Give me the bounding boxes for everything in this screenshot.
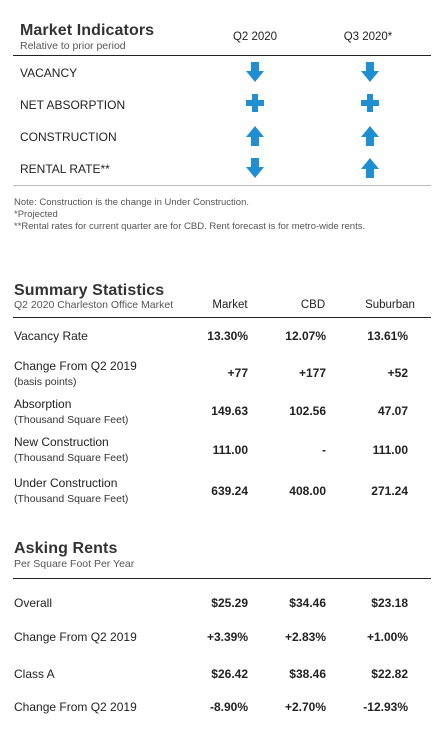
summary-label-change-from-q2-2019: Change From Q2 2019 — [14, 359, 137, 373]
up-arrow-icon — [246, 126, 264, 146]
rents-value-suburban: +1.00% — [366, 630, 408, 644]
summary-value-cbd: - — [322, 443, 326, 457]
rents-label-class-a: Class A — [14, 667, 55, 681]
summary-value-cbd: 408.00 — [289, 484, 326, 498]
summary-value-cbd: +177 — [298, 366, 326, 380]
summary-value-market: 149.63 — [211, 404, 248, 418]
summary-label-new-construction: New Construction — [14, 435, 109, 449]
rents-value-suburban: $22.82 — [371, 667, 408, 681]
indicators-bottom-rule — [13, 185, 431, 186]
summary-value-market: +77 — [227, 366, 248, 380]
rents-value-suburban: -12.93% — [363, 700, 408, 714]
summary-value-suburban: +52 — [387, 366, 408, 380]
indicator-label-net-absorption: NET ABSORPTION — [20, 98, 126, 112]
down-arrow-icon — [246, 62, 264, 82]
summary-label-under-construction: Under Construction — [14, 476, 118, 490]
rents-value-market: $25.29 — [211, 596, 248, 610]
column-header-q3-2020: Q3 2020* — [343, 31, 393, 43]
asking-rents-title: Asking Rents — [14, 540, 118, 557]
up-arrow-icon — [361, 158, 379, 178]
rents-value-cbd: +2.83% — [284, 630, 326, 644]
column-header-suburban: Suburban — [365, 299, 415, 311]
summary-value-market: 13.30% — [207, 329, 248, 343]
down-arrow-icon — [361, 62, 379, 82]
rents-value-suburban: $23.18 — [371, 596, 408, 610]
market-indicators-title: Market Indicators — [20, 22, 155, 39]
indicators-header-rule — [13, 55, 431, 56]
rents-value-cbd: $34.46 — [289, 596, 326, 610]
rents-value-cbd: $38.46 — [289, 667, 326, 681]
indicators-note-projected: *Projected — [14, 209, 58, 220]
indicator-label-rental-rate: RENTAL RATE** — [20, 162, 110, 176]
summary-value-market: 639.24 — [211, 484, 248, 498]
asking-rents-subtitle: Per Square Foot Per Year — [14, 558, 135, 570]
market-indicators-subtitle: Relative to prior period — [20, 40, 126, 52]
summary-value-market: 111.00 — [212, 443, 248, 457]
summary-sublabel-thousand-square-feet: (Thousand Square Feet) — [14, 493, 129, 505]
summary-statistics-subtitle: Q2 2020 Charleston Office Market — [14, 299, 174, 311]
plus-icon — [246, 94, 264, 112]
rents-label-change-from-q2-2019: Change From Q2 2019 — [14, 630, 137, 644]
summary-label-vacancy-rate: Vacancy Rate — [14, 329, 88, 343]
summary-header-rule — [13, 317, 431, 318]
column-header-cbd: CBD — [300, 299, 326, 311]
rents-value-market: $26.42 — [211, 667, 248, 681]
indicators-note: Note: Construction is the change in Unde… — [14, 197, 249, 208]
summary-value-cbd: 102.56 — [289, 404, 326, 418]
down-arrow-icon — [246, 158, 264, 178]
indicators-note-rental-rates: **Rental rates for current quarter are f… — [14, 221, 366, 232]
summary-statistics-title: Summary Statistics — [14, 282, 165, 299]
summary-sublabel-thousand-square-feet: (Thousand Square Feet) — [14, 452, 129, 464]
summary-sublabel-thousand-square-feet: (Thousand Square Feet) — [14, 414, 129, 426]
indicator-label-construction: CONSTRUCTION — [20, 130, 117, 144]
rents-header-rule — [13, 578, 431, 579]
plus-icon — [361, 94, 379, 112]
rents-value-cbd: +2.70% — [284, 700, 326, 714]
rents-value-market: -8.90% — [209, 700, 248, 714]
summary-value-suburban: 271.24 — [371, 484, 408, 498]
summary-label-absorption: Absorption — [14, 397, 72, 411]
rents-label-overall: Overall — [14, 596, 53, 610]
up-arrow-icon — [361, 126, 379, 146]
summary-value-suburban: 111.00 — [372, 443, 408, 457]
rents-label-change-from-q2-2019-class-a: Change From Q2 2019 — [14, 700, 137, 714]
summary-value-suburban: 47.07 — [377, 404, 408, 418]
column-header-q2-2020: Q2 2020 — [232, 31, 278, 43]
summary-value-cbd: 12.07% — [285, 329, 326, 343]
summary-value-suburban: 13.61% — [367, 329, 408, 343]
rents-value-market: +3.39% — [206, 630, 248, 644]
summary-sublabel-basis-points: (basis points) — [14, 376, 77, 388]
column-header-market: Market — [212, 299, 248, 311]
indicator-label-vacancy: VACANCY — [20, 66, 78, 80]
